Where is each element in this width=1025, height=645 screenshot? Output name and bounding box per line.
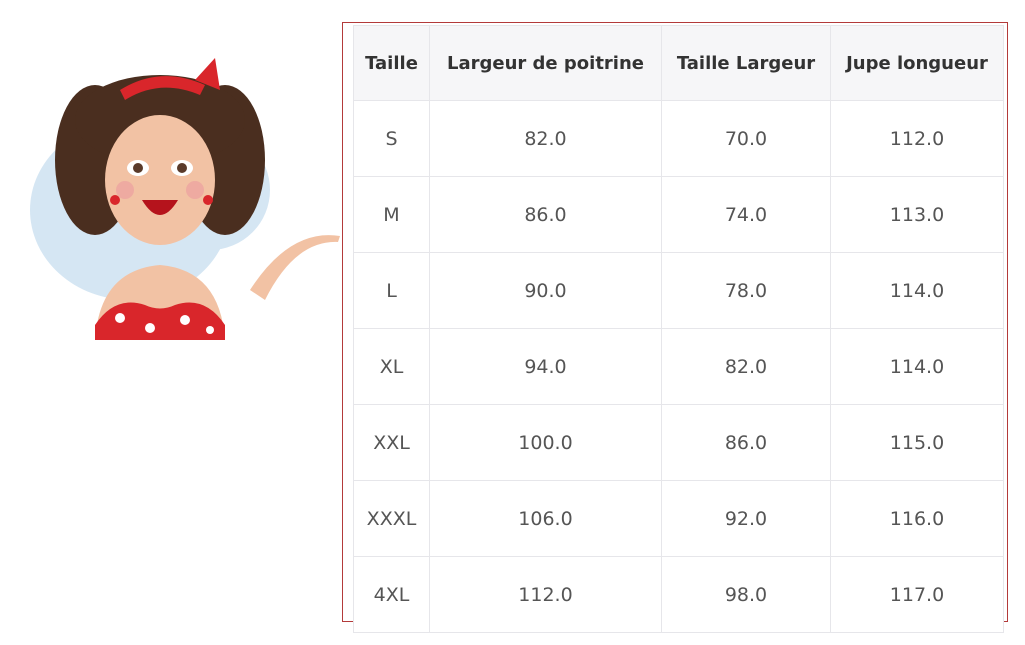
- cell-waist-width: 82.0: [661, 328, 831, 405]
- table-row: S 82.0 70.0 112.0: [353, 100, 1004, 177]
- cell-size: XXXL: [353, 480, 430, 557]
- cell-bust-width: 90.0: [429, 252, 662, 329]
- table-row: L 90.0 78.0 114.0: [353, 252, 1004, 329]
- table-row: 4XL 112.0 98.0 117.0: [353, 556, 1004, 633]
- table-row: XL 94.0 82.0 114.0: [353, 328, 1004, 405]
- cell-waist-width: 70.0: [661, 100, 831, 177]
- table-row: XXL 100.0 86.0 115.0: [353, 404, 1004, 481]
- cell-waist-width: 78.0: [661, 252, 831, 329]
- cell-bust-width: 100.0: [429, 404, 662, 481]
- cell-bust-width: 106.0: [429, 480, 662, 557]
- header-waist-width: Taille Largeur: [661, 25, 831, 101]
- cell-size: 4XL: [353, 556, 430, 633]
- cell-skirt-length: 113.0: [830, 176, 1004, 253]
- cell-waist-width: 92.0: [661, 480, 831, 557]
- size-chart-table: Taille Largeur de poitrine Taille Largeu…: [353, 25, 1004, 633]
- cell-bust-width: 94.0: [429, 328, 662, 405]
- pinup-woman-illustration: [30, 58, 340, 340]
- cell-skirt-length: 116.0: [830, 480, 1004, 557]
- header-bust-width: Largeur de poitrine: [429, 25, 662, 101]
- cell-size: XXL: [353, 404, 430, 481]
- cell-waist-width: 86.0: [661, 404, 831, 481]
- cell-bust-width: 112.0: [429, 556, 662, 633]
- cell-bust-width: 86.0: [429, 176, 662, 253]
- table-row: XXXL 106.0 92.0 116.0: [353, 480, 1004, 557]
- cell-skirt-length: 117.0: [830, 556, 1004, 633]
- cell-skirt-length: 115.0: [830, 404, 1004, 481]
- header-skirt-length: Jupe longueur: [830, 25, 1004, 101]
- cell-size: L: [353, 252, 430, 329]
- cell-size: S: [353, 100, 430, 177]
- cell-skirt-length: 112.0: [830, 100, 1004, 177]
- cell-skirt-length: 114.0: [830, 252, 1004, 329]
- table-row: M 86.0 74.0 113.0: [353, 176, 1004, 253]
- header-size: Taille: [353, 25, 430, 101]
- cell-size: M: [353, 176, 430, 253]
- cell-waist-width: 74.0: [661, 176, 831, 253]
- header-row: Taille Largeur de poitrine Taille Largeu…: [353, 25, 1004, 101]
- cell-size: XL: [353, 328, 430, 405]
- cell-bust-width: 82.0: [429, 100, 662, 177]
- cell-skirt-length: 114.0: [830, 328, 1004, 405]
- size-chart-frame: Taille Largeur de poitrine Taille Largeu…: [342, 22, 1008, 633]
- cell-waist-width: 98.0: [661, 556, 831, 633]
